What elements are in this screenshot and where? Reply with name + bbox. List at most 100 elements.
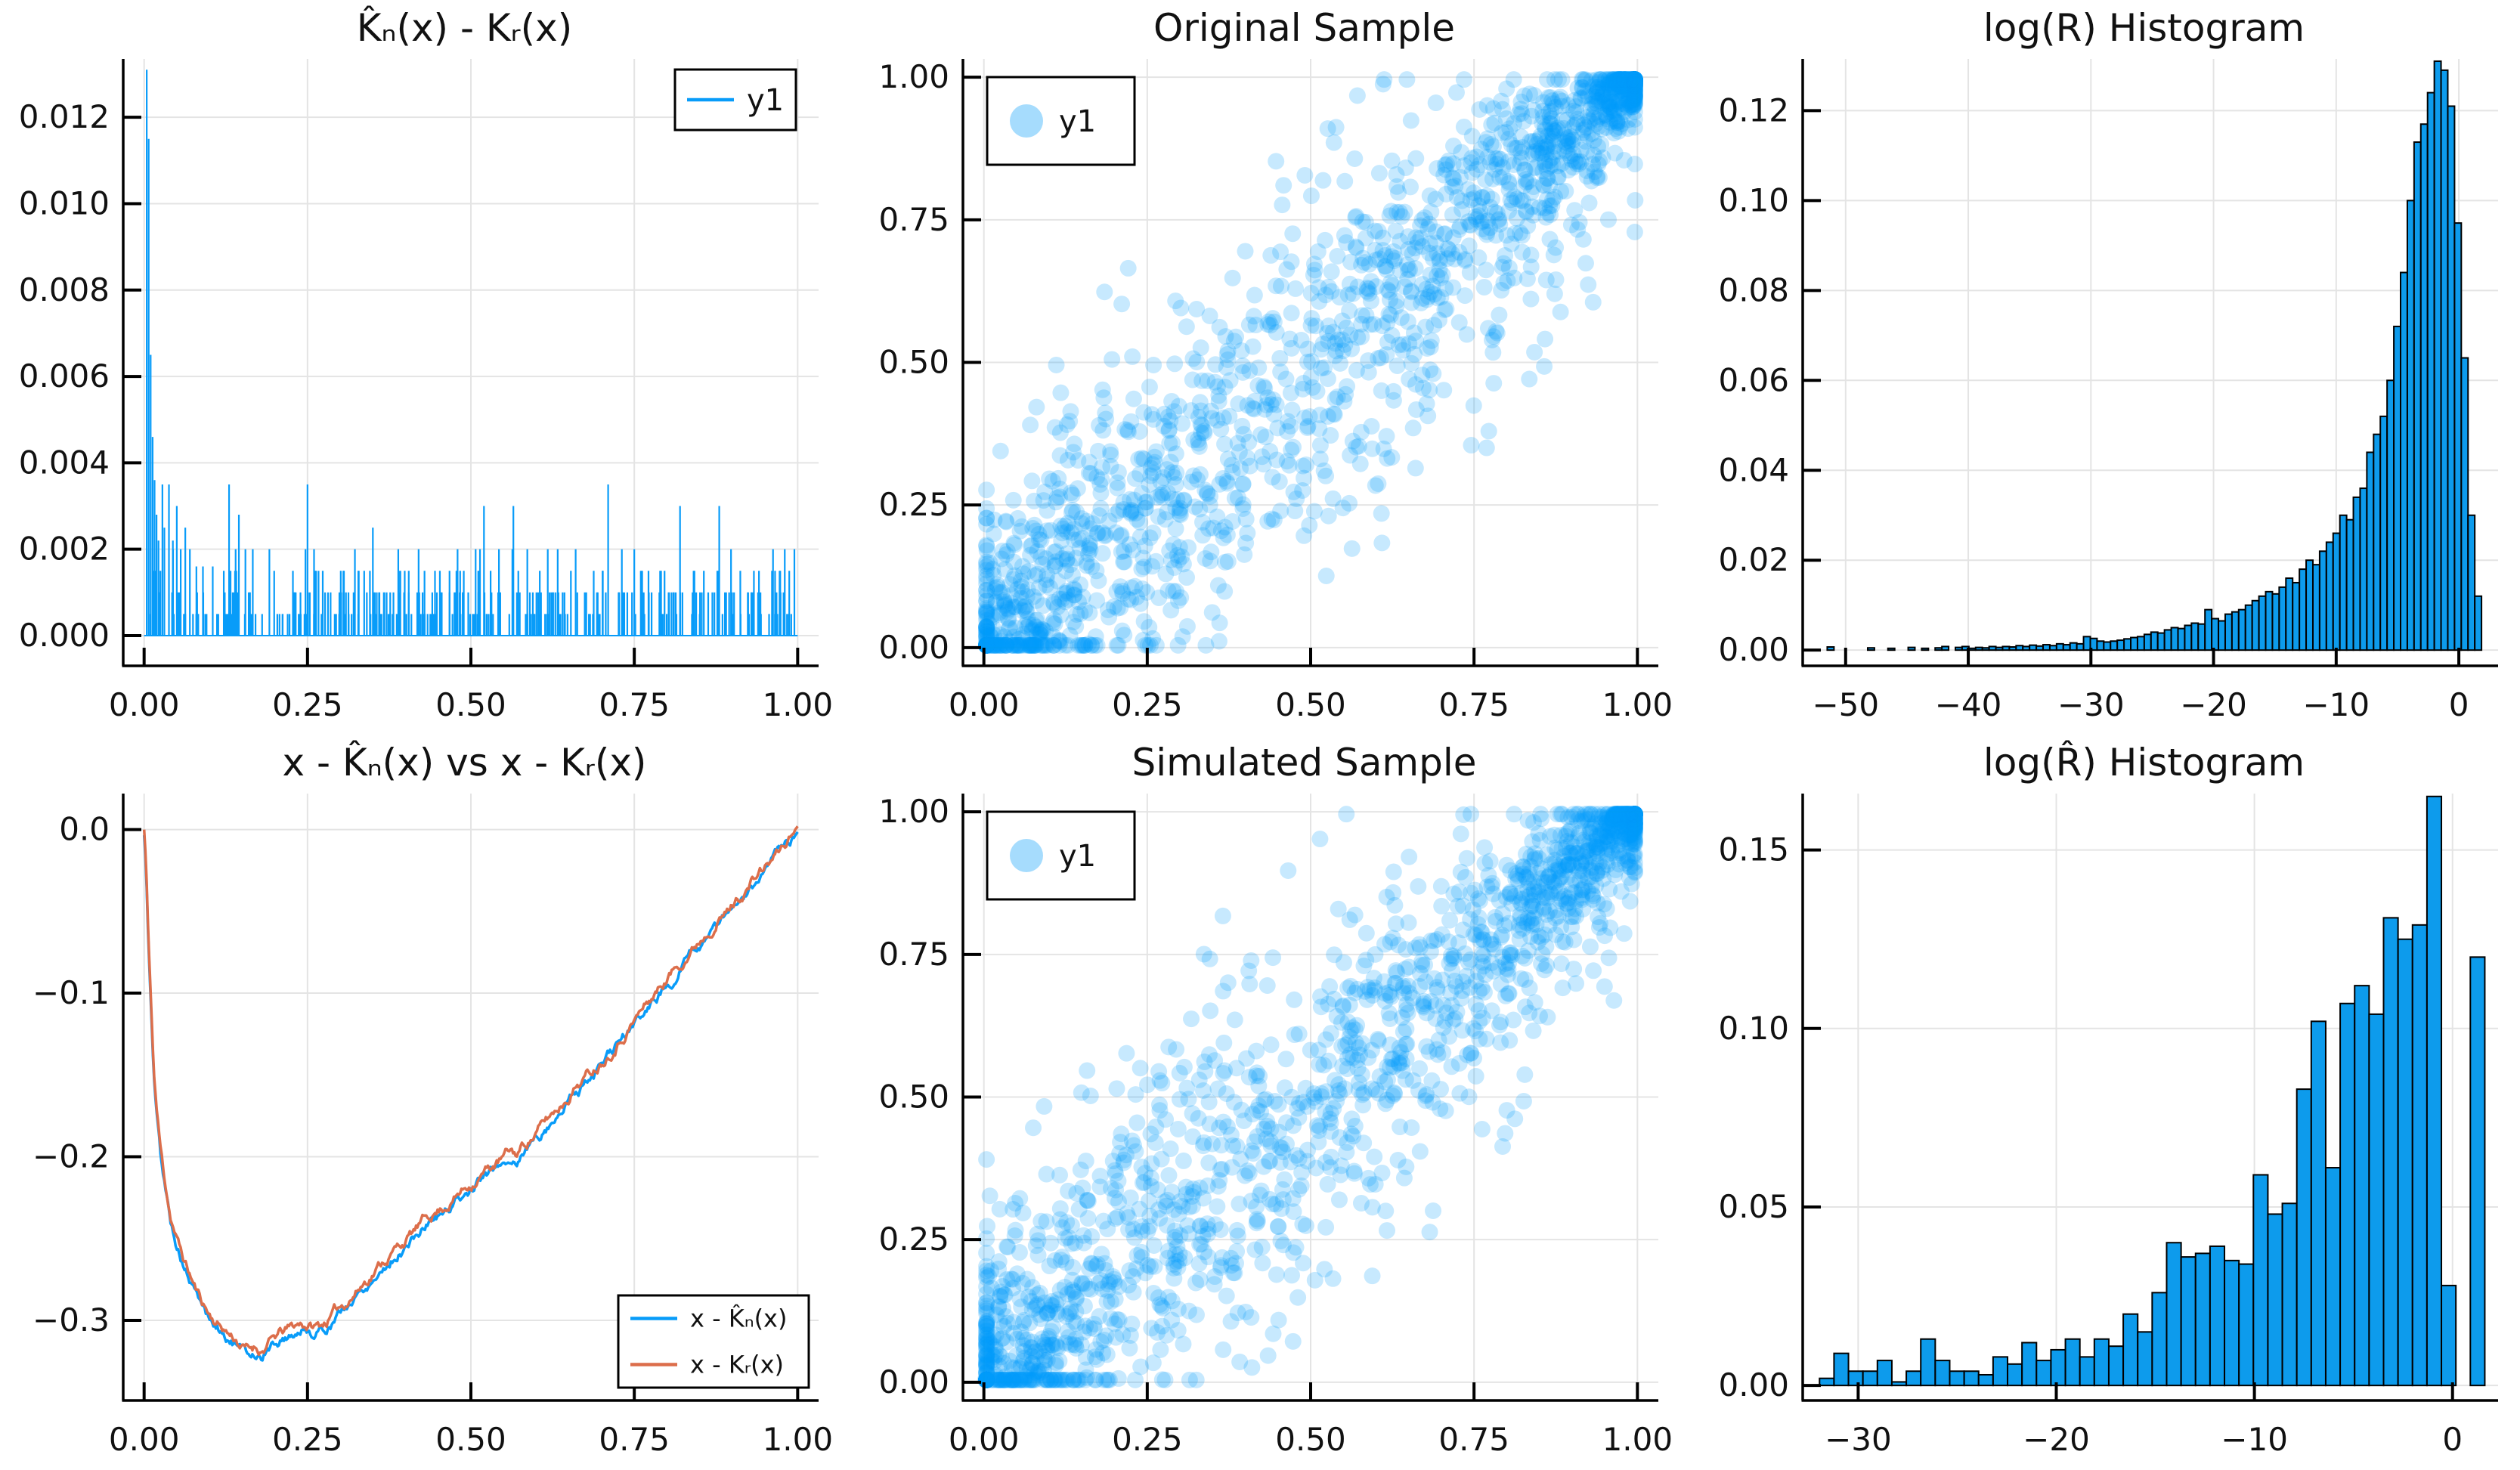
khat-diff-canvas: 0.00 0.25 0.50 0.75 1.00 0.000 0.002 0.004 0.006… (19, 59, 833, 723)
logRhat-histogram-series (1819, 795, 2486, 1387)
khat-diff-legend: y1 (673, 68, 797, 132)
svg-text:0.15: 0.15 (1718, 831, 1789, 868)
kdiff-compare-canvas: 0.00 0.25 0.50 0.75 1.00 0.0 −0.1 −0.2 −0.3 x - K… (33, 794, 833, 1458)
svg-text:0.0: 0.0 (59, 811, 110, 848)
tick-labels: 0.00 0.25 0.50 0.75 1.00 0.00 0.25 0.50 0.75 1.00 (878, 793, 1673, 1458)
svg-text:0.010: 0.010 (19, 184, 110, 221)
svg-text:−10: −10 (2221, 1421, 2288, 1458)
tick-labels: 0.00 0.25 0.50 0.75 1.00 0.0 −0.1 −0.2 −0.3 (33, 811, 833, 1458)
axes (122, 59, 819, 667)
svg-text:−0.2: −0.2 (33, 1138, 110, 1175)
panel-logR-histogram: log(R) Histogram −50 −40 −30 −20 −10 0 0.00 0.0… (1679, 0, 2519, 735)
svg-text:1.00: 1.00 (1602, 1421, 1673, 1458)
svg-text:y1: y1 (1059, 839, 1096, 874)
svg-text:0.04: 0.04 (1718, 451, 1789, 488)
svg-text:x - K̂ₙ(x): x - K̂ₙ(x) (690, 1304, 787, 1333)
logRhat-histogram-canvas: −30 −20 −10 0 0.00 0.05 0.10 0.15 (1718, 794, 2498, 1458)
svg-text:1.00: 1.00 (1602, 686, 1673, 723)
svg-text:0.00: 0.00 (878, 629, 949, 666)
svg-text:0.25: 0.25 (272, 1421, 343, 1458)
svg-text:0.50: 0.50 (435, 686, 506, 723)
svg-text:0.00: 0.00 (878, 1363, 949, 1400)
axes (1801, 59, 2498, 667)
svg-text:y1: y1 (747, 83, 784, 118)
simulated-sample-legend: y1 (986, 810, 1136, 901)
svg-text:−40: −40 (1935, 686, 2002, 723)
svg-text:0.50: 0.50 (878, 1079, 949, 1116)
svg-text:−30: −30 (2057, 686, 2125, 723)
svg-text:0.25: 0.25 (272, 686, 343, 723)
tick-labels: −50 −40 −30 −20 −10 0 0.00 0.02 0.04 0.06 0.08 0.10… (1718, 91, 2469, 723)
gridlines (963, 59, 1658, 666)
axes (961, 59, 1658, 667)
svg-text:−0.3: −0.3 (33, 1301, 110, 1338)
svg-text:0.10: 0.10 (1718, 181, 1789, 218)
svg-text:0.06: 0.06 (1718, 361, 1789, 398)
kdiff-compare-legend: x - K̂ₙ(x) x - Kᵣ(x) (617, 1294, 810, 1389)
gridlines (123, 59, 819, 666)
khat-diff-series (144, 70, 798, 636)
svg-text:0.002: 0.002 (19, 531, 110, 568)
svg-text:0.75: 0.75 (878, 201, 949, 238)
svg-text:0.10: 0.10 (1718, 1010, 1789, 1047)
svg-text:0.02: 0.02 (1718, 541, 1789, 578)
svg-text:−0.1: −0.1 (33, 974, 110, 1011)
svg-text:0.05: 0.05 (1718, 1188, 1789, 1225)
original-sample-canvas: 0.00 0.25 0.50 0.75 1.00 0.00 0.25 0.50 0.75 1.00… (878, 58, 1673, 723)
axes (961, 794, 1658, 1402)
svg-text:0.00: 0.00 (109, 686, 180, 723)
svg-text:0.008: 0.008 (19, 271, 110, 308)
axes (1801, 794, 2498, 1402)
svg-text:0.00: 0.00 (949, 1421, 1020, 1458)
svg-text:0.50: 0.50 (435, 1421, 506, 1458)
svg-text:0.12: 0.12 (1718, 91, 1789, 128)
svg-text:−30: −30 (1825, 1421, 1892, 1458)
logR-histogram-series (1826, 60, 2483, 651)
gridlines (123, 794, 819, 1400)
svg-text:0.012: 0.012 (19, 98, 110, 135)
panel-logRhat-histogram: log(R̂) Histogram −30 −20 −10 0 0.00 0.05 0.10… (1679, 735, 2519, 1469)
svg-text:0.25: 0.25 (1112, 686, 1183, 723)
svg-text:0.50: 0.50 (1275, 686, 1346, 723)
svg-text:0.75: 0.75 (878, 936, 949, 973)
svg-text:0.006: 0.006 (19, 357, 110, 395)
svg-text:1.00: 1.00 (878, 793, 949, 830)
tick-labels: 0.00 0.25 0.50 0.75 1.00 0.000 0.002 0.004 0.006… (19, 98, 833, 723)
svg-text:0.00: 0.00 (949, 686, 1020, 723)
svg-text:−10: −10 (2302, 686, 2370, 723)
original-sample-legend: y1 (986, 76, 1136, 166)
gridlines (963, 794, 1658, 1400)
panel-khat-diff: K̂ₙ(x) - Kᵣ(x) 0.00 0.25 0.50 0.75 1.00 0.000… (0, 0, 840, 735)
tick-labels: −30 −20 −10 0 0.00 0.05 0.10 0.15 (1718, 831, 2463, 1458)
svg-text:0.08: 0.08 (1718, 271, 1789, 308)
axes (122, 794, 819, 1402)
svg-text:0: 0 (2442, 1421, 2463, 1458)
svg-text:0.25: 0.25 (878, 1221, 949, 1258)
panel-simulated-sample: Simulated Sample 0.00 0.25 0.50 0.75 1.00 0.0… (840, 735, 1679, 1469)
svg-text:0.004: 0.004 (19, 444, 110, 481)
svg-text:1.00: 1.00 (763, 1421, 834, 1458)
svg-text:0: 0 (2449, 686, 2469, 723)
simulated-sample-canvas: 0.00 0.25 0.50 0.75 1.00 0.00 0.25 0.50 0.75 1.00… (878, 793, 1673, 1458)
panel-original-sample: Original Sample 0.00 0.25 0.50 0.75 1.00 0.00… (840, 0, 1679, 735)
svg-text:0.75: 0.75 (1438, 1421, 1509, 1458)
svg-text:1.00: 1.00 (878, 58, 949, 95)
svg-text:0.00: 0.00 (109, 1421, 180, 1458)
svg-text:0.25: 0.25 (1112, 1421, 1183, 1458)
svg-text:0.000: 0.000 (19, 617, 110, 654)
kdiff-compare-series (142, 825, 799, 1362)
svg-text:1.00: 1.00 (763, 686, 834, 723)
svg-text:−20: −20 (2023, 1421, 2090, 1458)
svg-text:0.75: 0.75 (599, 1421, 670, 1458)
svg-text:0.00: 0.00 (1718, 1366, 1789, 1403)
tick-labels: 0.00 0.25 0.50 0.75 1.00 0.00 0.25 0.50 0.75 1.00 (878, 58, 1673, 723)
svg-text:0.25: 0.25 (878, 486, 949, 523)
svg-text:y1: y1 (1059, 104, 1096, 139)
panel-kdiff-compare: x - K̂ₙ(x) vs x - Kᵣ(x) 0.00 0.25 0.50 0.75… (0, 735, 840, 1469)
svg-text:0.00: 0.00 (1718, 631, 1789, 668)
simulated-sample-series (977, 806, 1643, 1388)
svg-text:0.50: 0.50 (878, 344, 949, 381)
svg-text:0.50: 0.50 (1275, 1421, 1346, 1458)
svg-text:x - Kᵣ(x): x - Kᵣ(x) (690, 1351, 784, 1379)
